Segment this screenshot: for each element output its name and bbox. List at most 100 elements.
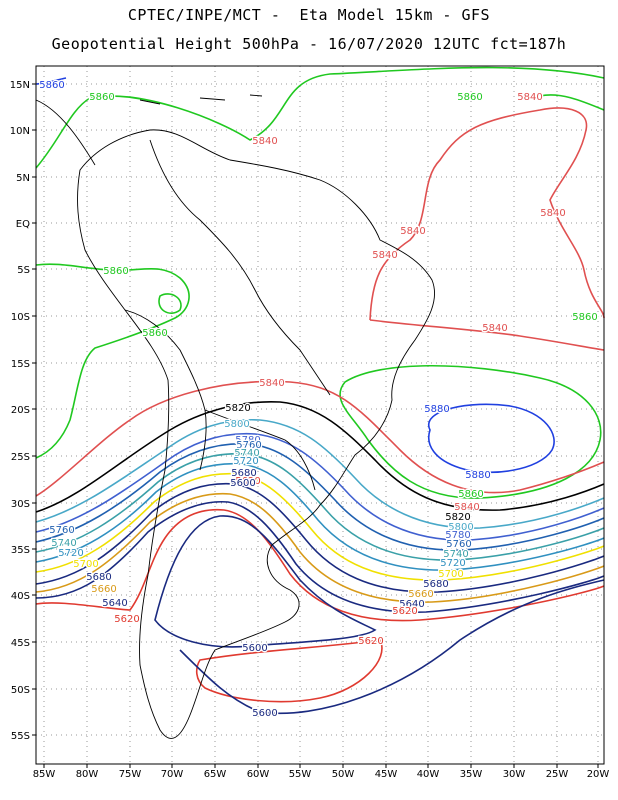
contour-label-5800: 5800 <box>224 419 249 430</box>
x-tick-label: 35W <box>460 769 483 780</box>
x-tick-label: 85W <box>33 769 56 780</box>
x-tick-label: 70W <box>161 769 184 780</box>
contour-label-5740: 5740 <box>234 448 259 459</box>
contour-5860-north <box>35 66 605 169</box>
contour-5800 <box>35 418 605 529</box>
y-tick-label: 5S <box>17 265 30 276</box>
y-tick-label: 15S <box>11 359 30 370</box>
contour-label-5820: 5820 <box>445 512 470 523</box>
y-tick-label: 25S <box>11 452 30 463</box>
contour-label-5640: 5640 <box>102 598 127 609</box>
contour-label-5860: 5860 <box>458 489 483 500</box>
y-tick-label: 20S <box>11 405 30 416</box>
contour-label-5660: 5660 <box>408 589 433 600</box>
contour-5860-ring <box>339 364 602 499</box>
contour-label-5860: 5860 <box>39 80 64 91</box>
contour-5840 <box>35 380 605 497</box>
y-tick-label: 30S <box>11 499 30 510</box>
contour-5720 <box>35 462 605 571</box>
contour-5840-b <box>369 319 605 351</box>
y-tick-label: 10S <box>11 312 30 323</box>
contour-label-5680: 5680 <box>231 468 256 479</box>
x-tick-label: 40W <box>417 769 440 780</box>
chart-title: CPTEC/INPE/MCT - Eta Model 15km - GFS <box>127 6 491 24</box>
contour-labels: 5860 5860 5840 5860 5840 5840 5840 5860 5840 5840… <box>38 79 599 721</box>
contour-5860-inner <box>158 293 182 314</box>
coastlines <box>35 94 436 739</box>
contour-label-5860: 5860 <box>457 92 482 103</box>
x-tick-label: 20W <box>587 769 610 780</box>
contour-label-5640: 5640 <box>399 599 424 610</box>
contour-label-5800: 5800 <box>448 522 473 533</box>
contour-label-5720: 5720 <box>58 548 83 559</box>
south-america-outline <box>77 129 436 739</box>
contour-5860-north-b <box>539 94 605 111</box>
contour-label-5620: 5620 <box>235 476 260 487</box>
x-tick-label: 30W <box>503 769 526 780</box>
y-tick-label: 55S <box>11 731 30 742</box>
y-tick-label: 35S <box>11 545 30 556</box>
axis-ticks: 85W 80W 75W 70W 65W 60W 55W 50W 45W 40W 35W 30W 25W 2… <box>10 80 610 780</box>
contour-5660 <box>35 492 605 603</box>
contour-5880-nw <box>35 77 67 85</box>
contour-label-5600: 5600 <box>230 478 255 489</box>
contour-5620-south <box>195 639 383 703</box>
contour-5880-high <box>427 403 555 474</box>
contour-label-5860: 5860 <box>572 312 597 323</box>
x-tick-label: 80W <box>76 769 99 780</box>
contour-5700 <box>35 472 605 581</box>
contour-label-5840: 5840 <box>454 502 479 513</box>
contour-5600-outer <box>179 579 605 715</box>
contour-label-5680: 5680 <box>86 572 111 583</box>
contour-5740 <box>35 452 605 561</box>
chart-subtitle: Geopotential Height 500hPa - 16/07/2020 … <box>51 35 567 53</box>
contour-label-5600: 5600 <box>242 643 267 654</box>
contour-label-5760: 5760 <box>236 440 261 451</box>
central-america <box>35 99 96 166</box>
contour-label-5760: 5760 <box>446 539 471 550</box>
contour-5760 <box>35 442 605 551</box>
y-tick-label: EQ <box>16 219 30 230</box>
contour-5620 <box>35 508 605 622</box>
contour-label-5840: 5840 <box>400 226 425 237</box>
contour-label-5840: 5840 <box>482 323 507 334</box>
x-tick-label: 60W <box>247 769 270 780</box>
contour-label-5700: 5700 <box>438 569 463 580</box>
contour-5640 <box>35 500 605 613</box>
andes-border <box>124 309 207 471</box>
y-tick-label: 5N <box>16 173 30 184</box>
contour-5600 <box>154 515 377 648</box>
map-frame <box>35 65 605 765</box>
contour-5840-atlantic <box>369 107 605 321</box>
argentina-border <box>204 409 316 491</box>
contour-label-5880: 5880 <box>424 404 449 415</box>
contour-label-5620: 5620 <box>358 636 383 647</box>
y-tick-label: 10N <box>10 126 30 137</box>
contour-5680 <box>35 482 605 593</box>
contour-label-5840: 5840 <box>540 208 565 219</box>
contour-label-5660: 5660 <box>91 584 116 595</box>
x-tick-label: 75W <box>119 769 142 780</box>
contour-label-5820: 5820 <box>225 403 250 414</box>
x-tick-label: 25W <box>546 769 569 780</box>
contour-label-5620: 5620 <box>114 614 139 625</box>
contour-label-5860: 5860 <box>89 92 114 103</box>
x-tick-label: 45W <box>375 769 398 780</box>
contour-label-5840: 5840 <box>259 378 284 389</box>
contour-label-5780: 5780 <box>445 530 470 541</box>
contour-label-5680: 5680 <box>423 579 448 590</box>
x-tick-label: 65W <box>204 769 227 780</box>
contour-label-5840: 5840 <box>372 250 397 261</box>
brazil-border <box>149 139 331 396</box>
y-tick-label: 45S <box>11 638 30 649</box>
contour-5780 <box>35 432 605 541</box>
contour-label-5840: 5840 <box>252 136 277 147</box>
contour-label-5740: 5740 <box>443 549 468 560</box>
contour-label-5860: 5860 <box>103 266 128 277</box>
contour-label-5760: 5760 <box>49 525 74 536</box>
contour-label-5600: 5600 <box>252 708 277 719</box>
contour-label-5780: 5780 <box>235 435 260 446</box>
contour-label-5740: 5740 <box>51 538 76 549</box>
caribbean-islands <box>139 94 263 105</box>
